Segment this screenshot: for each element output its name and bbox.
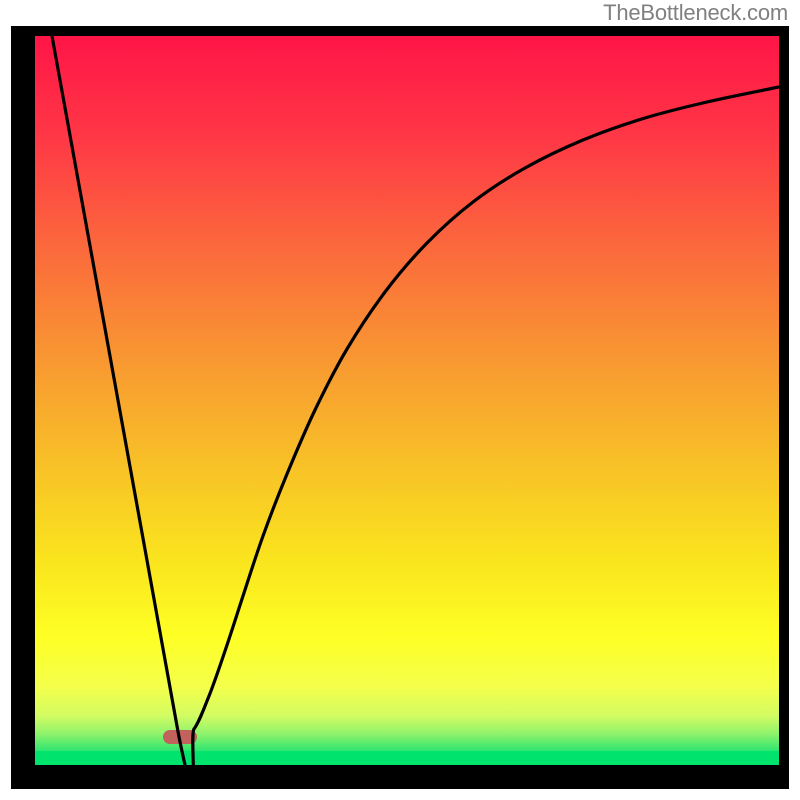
plot-frame <box>11 26 789 789</box>
plot-background-gradient <box>35 36 779 765</box>
minimum-marker-pill <box>163 730 197 744</box>
chart-container: TheBottleneck.com <box>0 0 800 800</box>
watermark-text: TheBottleneck.com <box>603 0 788 26</box>
